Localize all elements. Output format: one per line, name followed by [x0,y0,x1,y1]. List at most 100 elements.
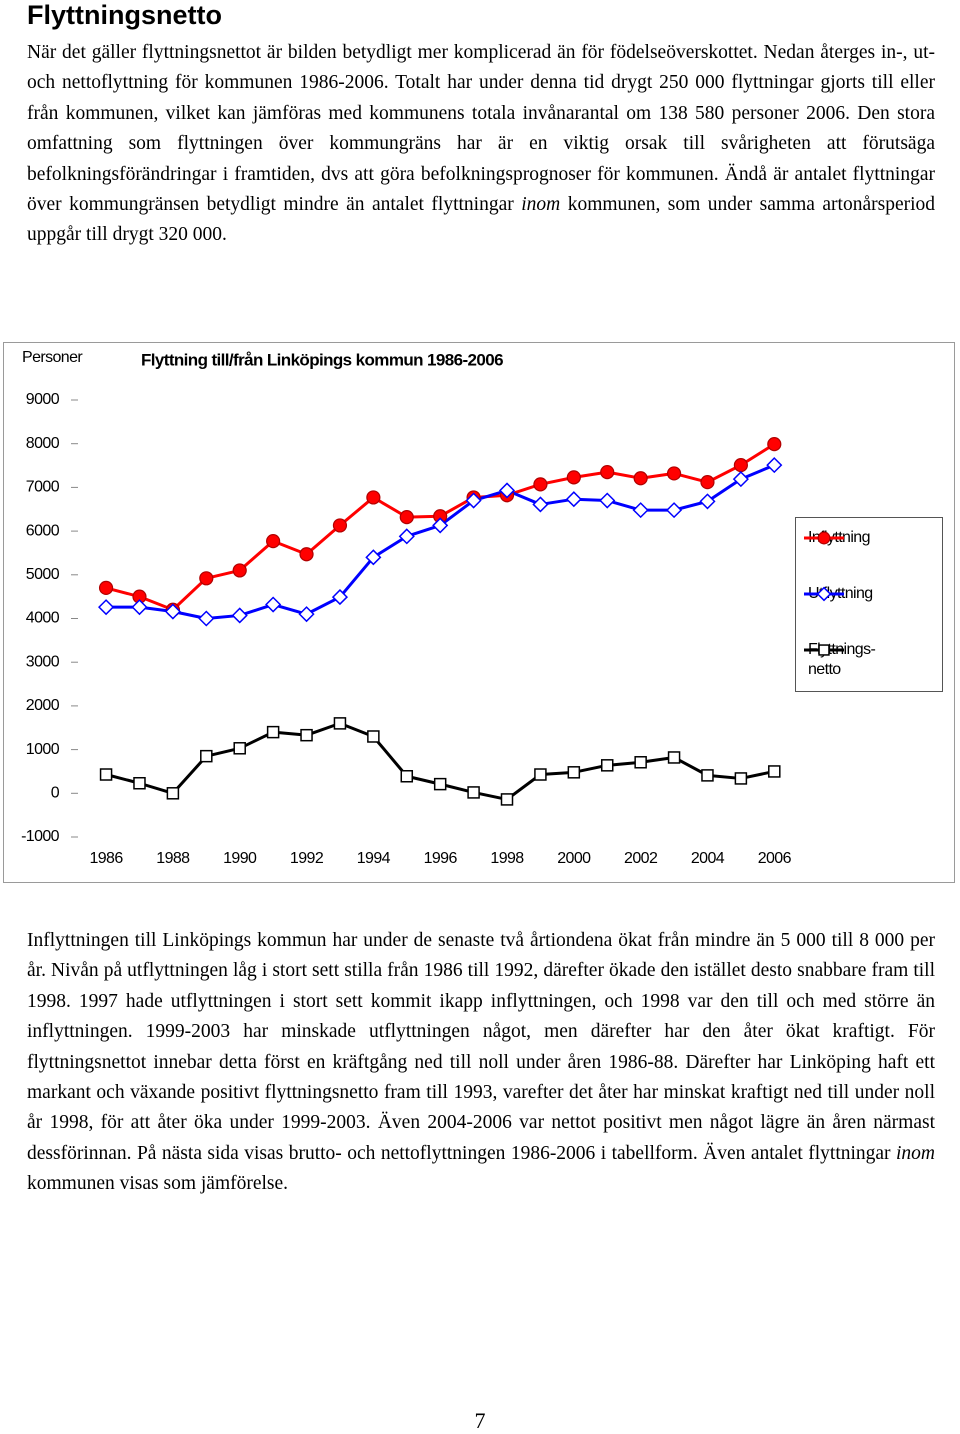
y-tick-label: 7000 [26,479,60,496]
marker [298,606,315,623]
marker [534,768,547,781]
y-tick-label: 8000 [26,435,60,452]
marker [398,528,415,545]
marker [131,599,148,616]
marker [818,644,830,656]
text: kommunen, som under samma artonårsperiod… [27,194,936,246]
marker [699,493,716,510]
x-tick-label: 1990 [223,850,257,867]
x-tick-label: 2006 [758,850,792,867]
marker [465,492,482,509]
marker [232,563,247,578]
marker [533,477,548,492]
marker [817,531,831,545]
marker [733,458,748,473]
x-tick-label: 2000 [557,850,591,867]
marker [233,742,246,755]
marker [766,457,783,474]
y-tick-label: 4000 [26,610,60,627]
marker [199,571,214,586]
emphasis: inom [896,1142,935,1164]
marker [666,466,682,481]
marker [99,768,113,781]
y-tick-label: 6000 [26,522,60,539]
x-tick-label: 1988 [156,850,190,867]
y-tick-label: 1000 [26,741,60,758]
marker [432,517,449,534]
text: När det gäller flyttningsnettot är bilde… [27,42,935,216]
marker [266,725,280,739]
marker [701,769,714,782]
legend-entry: Flyttnings­netto [802,640,900,680]
marker [767,437,782,452]
marker [164,603,181,620]
marker [816,586,832,602]
paragraph: När det gäller flyttningsnettot är bilde… [27,38,935,251]
marker [98,599,115,616]
y-tick-label: 5000 [26,566,60,583]
y-axis-label: Personer [22,349,83,366]
page-number: 7 [474,1408,486,1433]
x-tick-label: 1986 [89,850,123,867]
marker [732,471,749,488]
marker [734,772,748,785]
marker [467,786,480,799]
paragraph: Inflyttningen till Linköpings kommun har… [27,926,935,1200]
marker [768,765,781,778]
y-tick-label: 3000 [26,653,60,670]
x-tick-label: 1994 [357,850,391,867]
y-tick-label: 0 [51,785,60,802]
marker [133,776,146,790]
marker [332,518,348,533]
marker [198,610,215,627]
emphasis: inom [521,194,561,216]
legend-swatch [804,531,844,545]
marker [532,496,549,513]
legend-entry: Inflyttning [802,528,900,548]
legend-swatch [804,644,844,656]
marker [266,534,281,549]
marker [599,492,616,509]
heading: Flyttningsnetto [27,0,222,30]
x-tick-label: 1998 [490,850,524,867]
y-tick-label: 2000 [26,697,60,714]
chart: Personer Flyttning till/från Linköpings … [3,342,955,883]
chart-plot: Personer Flyttning till/från Linköpings … [21,349,792,867]
marker [666,502,683,519]
marker [200,749,213,763]
marker [331,589,349,606]
y-tick-label: 9000 [26,391,60,408]
marker [600,759,614,772]
marker [166,787,180,800]
marker [400,770,414,783]
legend-swatch [804,586,844,602]
marker [399,510,414,525]
marker [333,717,347,730]
legend: Inflyttning Utflyttning Flyttnings­netto [795,517,943,692]
series-line [106,463,775,620]
marker [265,596,282,613]
x-tick-label: 1992 [290,850,324,867]
marker [600,465,615,480]
marker [367,730,380,743]
marker [632,502,649,519]
marker [567,766,581,779]
marker [498,482,516,499]
y-tick-label: -1000 [21,828,60,845]
text: Inflyttningen till Linköpings kommun har… [27,930,935,1164]
marker [231,607,248,624]
marker [365,549,382,566]
x-tick-label: 1996 [424,850,458,867]
legend-entry: Utflyttning [802,584,900,604]
marker [633,471,648,486]
marker [565,491,582,508]
x-tick-label: 2004 [691,850,725,867]
marker [700,475,715,490]
marker [667,751,681,764]
marker [366,490,381,505]
marker [566,470,581,485]
chart-title: Flyttning till/från Linköpings kommun 19… [141,350,503,369]
marker [634,756,647,769]
x-tick-label: 2002 [624,850,658,867]
